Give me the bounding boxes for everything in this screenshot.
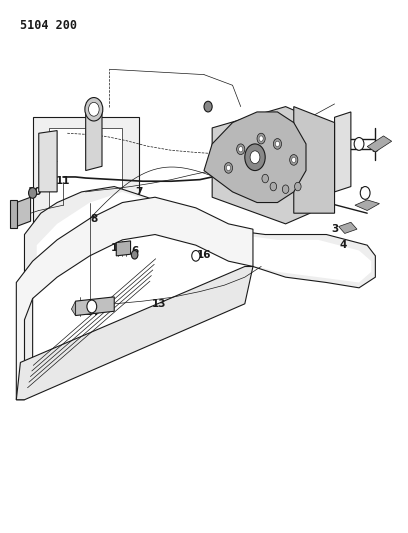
Circle shape — [204, 101, 212, 112]
Circle shape — [360, 187, 370, 199]
Text: 3: 3 — [331, 224, 338, 234]
Circle shape — [275, 141, 279, 147]
Circle shape — [290, 155, 298, 165]
Circle shape — [85, 98, 103, 121]
Circle shape — [259, 136, 263, 141]
Polygon shape — [16, 197, 253, 400]
Polygon shape — [355, 200, 379, 211]
Circle shape — [226, 165, 231, 171]
Text: 10: 10 — [27, 187, 42, 197]
Circle shape — [292, 157, 296, 163]
Circle shape — [250, 151, 260, 164]
Polygon shape — [339, 222, 357, 233]
Polygon shape — [86, 108, 102, 171]
Text: 4: 4 — [339, 240, 346, 250]
Circle shape — [257, 133, 265, 144]
Text: 5104 200: 5104 200 — [20, 19, 78, 31]
Polygon shape — [71, 301, 75, 316]
Polygon shape — [37, 192, 371, 373]
Text: 2: 2 — [359, 187, 367, 197]
Polygon shape — [16, 266, 253, 400]
Text: 8: 8 — [90, 214, 98, 223]
Polygon shape — [335, 112, 351, 192]
Polygon shape — [294, 107, 335, 213]
Text: 3: 3 — [372, 144, 379, 154]
Circle shape — [239, 147, 243, 152]
Circle shape — [29, 188, 37, 198]
Polygon shape — [75, 297, 114, 316]
Polygon shape — [10, 200, 17, 228]
Polygon shape — [33, 117, 139, 224]
Polygon shape — [16, 197, 31, 227]
Text: 12: 12 — [86, 155, 101, 165]
Text: 16: 16 — [197, 250, 211, 260]
Polygon shape — [39, 131, 57, 192]
Text: 9: 9 — [21, 214, 28, 223]
Circle shape — [87, 300, 97, 313]
Polygon shape — [24, 187, 375, 384]
Polygon shape — [116, 241, 131, 256]
Text: 13: 13 — [152, 299, 166, 309]
Circle shape — [282, 185, 289, 193]
Circle shape — [273, 139, 282, 149]
Polygon shape — [49, 128, 122, 213]
Polygon shape — [367, 136, 392, 152]
Circle shape — [270, 182, 277, 191]
Circle shape — [245, 144, 265, 171]
Circle shape — [354, 138, 364, 150]
Text: 14: 14 — [84, 307, 99, 317]
Circle shape — [89, 102, 99, 116]
Circle shape — [262, 174, 268, 183]
Text: 15: 15 — [111, 243, 126, 253]
Text: 13: 13 — [315, 203, 330, 213]
Circle shape — [224, 163, 233, 173]
Text: 7: 7 — [135, 187, 142, 197]
Circle shape — [295, 182, 301, 191]
Circle shape — [131, 251, 138, 259]
Circle shape — [237, 144, 245, 155]
Polygon shape — [212, 107, 310, 224]
Circle shape — [192, 251, 200, 261]
Text: 1: 1 — [239, 134, 246, 143]
Polygon shape — [204, 112, 306, 203]
Text: 6: 6 — [131, 246, 138, 255]
Text: 11: 11 — [56, 176, 71, 186]
